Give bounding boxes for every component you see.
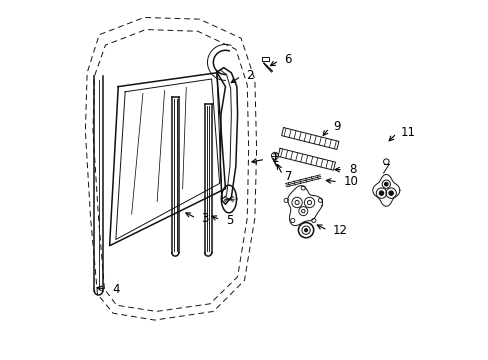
Text: 6: 6 bbox=[284, 53, 291, 66]
Circle shape bbox=[384, 183, 387, 186]
Circle shape bbox=[304, 229, 307, 231]
Circle shape bbox=[284, 198, 288, 202]
Circle shape bbox=[318, 198, 322, 202]
Text: 8: 8 bbox=[348, 163, 356, 176]
Text: 11: 11 bbox=[400, 126, 415, 139]
Circle shape bbox=[311, 219, 315, 222]
Circle shape bbox=[301, 186, 305, 190]
Text: 1: 1 bbox=[271, 152, 278, 165]
Text: 10: 10 bbox=[344, 175, 358, 188]
Text: 3: 3 bbox=[201, 212, 208, 225]
Text: 5: 5 bbox=[225, 214, 233, 227]
Text: 9: 9 bbox=[332, 120, 340, 133]
Text: 2: 2 bbox=[246, 69, 253, 82]
Text: 12: 12 bbox=[332, 224, 347, 238]
Text: 4: 4 bbox=[112, 283, 120, 296]
Circle shape bbox=[388, 191, 392, 195]
Text: 7: 7 bbox=[285, 170, 292, 183]
Circle shape bbox=[379, 191, 383, 195]
Circle shape bbox=[290, 219, 294, 222]
